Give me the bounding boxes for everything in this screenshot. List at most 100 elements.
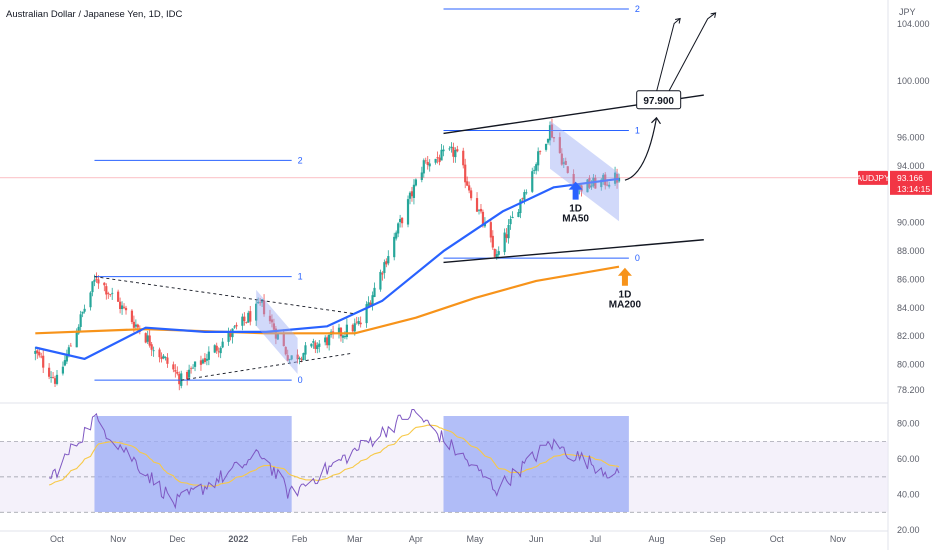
candle-body [495, 254, 498, 258]
candle-body [284, 346, 287, 355]
candle-body [310, 343, 313, 347]
candle-body [51, 377, 55, 379]
candle-body [130, 310, 134, 323]
time-tick-label: Aug [648, 534, 664, 544]
candle-body [562, 162, 565, 164]
price-tick-label: 82.000 [897, 331, 925, 341]
fib-level-label: 0 [635, 253, 640, 263]
candle-body [412, 184, 416, 198]
candle-body [316, 345, 319, 350]
candle-body [162, 355, 165, 359]
time-tick-label: Jul [590, 534, 602, 544]
rsi-tick-label: 20.00 [897, 525, 920, 535]
candle-body [34, 350, 37, 354]
time-tick-label: Nov [830, 534, 847, 544]
time-tick-label: 2022 [228, 534, 248, 544]
candle-body [369, 302, 372, 306]
candle-body [462, 150, 465, 166]
target-arrowhead-left [675, 17, 681, 24]
pullback-channel-1 [256, 289, 298, 375]
time-tick-label: Mar [347, 534, 363, 544]
candle-body [107, 293, 110, 295]
projection-arrowhead [651, 116, 661, 125]
candle-body [357, 320, 360, 324]
candle-body [424, 160, 427, 162]
ma50-line [35, 177, 620, 360]
time-tick-label: May [467, 534, 485, 544]
candle-body [613, 172, 617, 184]
candle-body [312, 341, 315, 343]
candle-body [420, 172, 423, 180]
pullback-channel-2 [550, 120, 620, 222]
candle-body [365, 304, 368, 324]
rsi-signal-line [48, 424, 620, 487]
candle-body [188, 369, 191, 378]
candle-body [345, 324, 348, 338]
candle-body [414, 179, 418, 186]
candle-body [491, 235, 494, 248]
rsi-tick-label: 40.00 [897, 490, 920, 500]
price-tick-label: 78.200 [897, 385, 925, 395]
candle-body [434, 158, 437, 163]
candle-body [120, 305, 124, 310]
candle-body [302, 353, 305, 361]
candle-body [371, 295, 374, 306]
candle-body [511, 216, 514, 219]
time-tick-label: Oct [50, 534, 65, 544]
candle-body [539, 151, 542, 152]
candle-body [479, 208, 483, 212]
candle-body [385, 261, 388, 265]
candle-body [442, 149, 445, 152]
target-arrow-right [664, 12, 716, 100]
candle-body [477, 209, 481, 211]
ma50-callout-line1: 1D [569, 204, 582, 215]
candle-body [203, 358, 206, 363]
candle-body [341, 335, 345, 338]
candle-body [53, 378, 57, 384]
candle-body [257, 301, 260, 304]
candle-body [566, 166, 569, 173]
candle-body [207, 351, 210, 360]
candle-body [428, 163, 431, 167]
candle-body [505, 234, 508, 238]
candle-body [493, 248, 496, 257]
symbol-tag-label: AUDJPY [856, 173, 890, 183]
candle-body [410, 191, 414, 197]
candle-body [227, 331, 230, 342]
candle-body [217, 351, 220, 353]
candle-body [379, 271, 382, 290]
candle-body [331, 331, 335, 333]
candle-body [450, 146, 453, 149]
triangle-lower-line [181, 352, 353, 381]
candle-body [452, 147, 455, 157]
candle-body [40, 356, 43, 358]
price-tick-label: 90.000 [897, 218, 925, 228]
candle-body [353, 323, 356, 332]
candle-body [93, 279, 96, 282]
candle-body [268, 315, 272, 322]
candle-body [186, 371, 189, 380]
candle-body [63, 360, 66, 366]
price-tag [890, 170, 932, 195]
candle-body [221, 341, 224, 348]
candle-body [359, 322, 362, 325]
candle-body [483, 222, 487, 227]
candle-body [176, 371, 179, 374]
candle-body [150, 344, 153, 350]
candle-body [464, 164, 467, 183]
price-axis-unit: JPY [899, 7, 916, 17]
candle-body [166, 357, 169, 364]
candle-body [324, 337, 327, 343]
candle-body [111, 292, 114, 294]
candle-body [245, 321, 248, 323]
candle-body [537, 151, 540, 166]
candle-body [422, 160, 425, 174]
candle-body [172, 364, 175, 370]
candle-body [272, 323, 276, 330]
candle-body [489, 222, 492, 238]
candle-body [249, 311, 252, 322]
candle-body [97, 279, 100, 284]
candle-body [117, 291, 120, 302]
candle-body [213, 345, 216, 353]
candle-body [286, 355, 289, 361]
